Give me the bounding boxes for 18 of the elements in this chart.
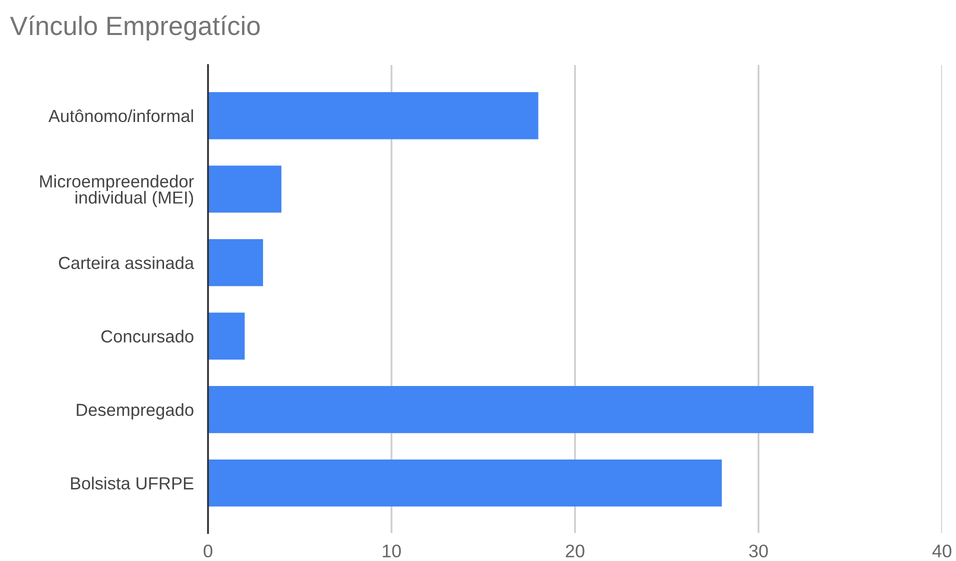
y-tick-label: Desempregado: [76, 403, 194, 420]
bar: [208, 166, 282, 213]
x-tick-label: 0: [204, 544, 212, 558]
chart-title: Vínculo Empregatício: [10, 16, 260, 40]
bar: [208, 312, 245, 360]
bar: [208, 239, 264, 286]
x-tick-label: 40: [932, 544, 952, 558]
y-tick-label: Concursado: [101, 330, 194, 343]
y-tick-label: Bolsista UFRPE: [71, 476, 194, 490]
x-tick-label: 10: [382, 544, 401, 558]
bar: [208, 92, 538, 140]
y-tick-label: Microempreendedor individual (MEI): [40, 174, 194, 208]
bar: [208, 386, 814, 434]
y-tick-label: Autônomo/informal: [48, 109, 193, 122]
x-tick-label: 20: [566, 544, 584, 558]
bar: [208, 460, 722, 507]
y-tick-label: Carteira assinada: [58, 256, 194, 270]
x-tick-label: 30: [749, 544, 768, 558]
